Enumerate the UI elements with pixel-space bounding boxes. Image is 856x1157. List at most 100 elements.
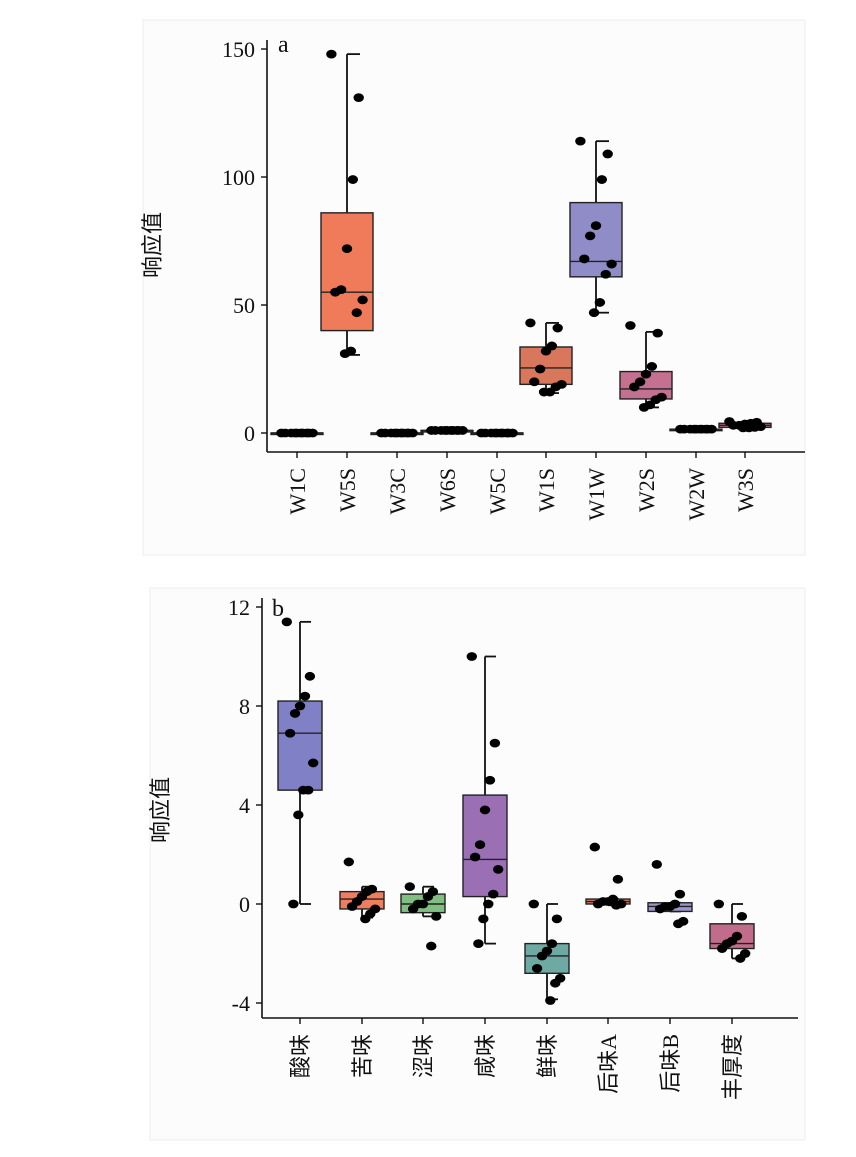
box-酸味 bbox=[277, 617, 323, 909]
y-axis-label: 响应值 bbox=[148, 777, 173, 843]
data-point bbox=[584, 231, 596, 241]
x-tick-label: 后味A bbox=[596, 1034, 621, 1094]
data-point bbox=[308, 758, 319, 768]
data-point bbox=[407, 904, 419, 914]
data-point bbox=[674, 889, 686, 899]
data-point bbox=[713, 899, 724, 909]
box-W1C bbox=[270, 428, 324, 438]
data-point bbox=[430, 426, 441, 435]
data-point bbox=[536, 951, 548, 961]
data-point bbox=[612, 874, 624, 884]
x-tick-label: 酸味 bbox=[288, 1034, 313, 1078]
data-point bbox=[737, 423, 749, 433]
data-point bbox=[478, 914, 489, 924]
y-tick-label: 0 bbox=[239, 892, 250, 917]
data-point bbox=[625, 321, 636, 330]
data-point bbox=[488, 889, 499, 899]
data-point bbox=[293, 810, 304, 820]
data-point bbox=[638, 403, 650, 412]
data-point bbox=[716, 944, 728, 953]
box-W5S bbox=[320, 49, 374, 359]
box-W3C bbox=[370, 428, 424, 438]
data-point bbox=[389, 428, 401, 438]
data-point bbox=[357, 295, 368, 305]
x-tick-label: W2W bbox=[684, 468, 709, 521]
x-tick-label: W5S bbox=[335, 468, 360, 512]
data-point bbox=[304, 671, 316, 681]
y-tick-label: 12 bbox=[228, 595, 250, 620]
data-point bbox=[646, 362, 658, 371]
data-point bbox=[480, 428, 491, 438]
x-tick-label: 咸味 bbox=[473, 1034, 498, 1078]
data-point bbox=[288, 899, 299, 909]
y-tick-label: 4 bbox=[239, 793, 250, 818]
x-tick-label: W5C bbox=[485, 468, 510, 514]
panel-label: a bbox=[278, 32, 289, 58]
data-point bbox=[594, 298, 606, 307]
y-tick-label: 8 bbox=[239, 694, 250, 719]
x-tick-label: 鲜味 bbox=[535, 1034, 560, 1078]
panel-a: a 0 50 100 150 响应值 W1C W5S W3C W6S W5C W1S W1W W2S W2W… bbox=[140, 19, 806, 556]
box-后味B bbox=[647, 860, 693, 929]
data-point bbox=[651, 860, 662, 869]
x-tick-label: W6S bbox=[435, 468, 460, 512]
box-W1W bbox=[569, 136, 623, 318]
x-tick-label: W2S bbox=[634, 468, 659, 512]
x-tick-label: 后味B bbox=[658, 1034, 683, 1093]
data-point bbox=[483, 899, 494, 909]
data-point bbox=[339, 349, 351, 359]
y-tick-label: 50 bbox=[233, 293, 255, 318]
data-point bbox=[588, 308, 600, 318]
x-tick-label: W1W bbox=[584, 468, 609, 521]
data-point bbox=[688, 424, 700, 434]
x-tick-label: W3C bbox=[385, 468, 410, 514]
data-point bbox=[380, 428, 391, 438]
data-point bbox=[426, 941, 437, 951]
box-W6S bbox=[420, 426, 474, 435]
box-丰厚度 bbox=[709, 899, 755, 963]
box-iqr bbox=[277, 700, 323, 791]
data-point bbox=[652, 328, 663, 338]
data-point bbox=[592, 899, 604, 909]
data-point bbox=[343, 857, 354, 867]
data-point bbox=[466, 652, 477, 661]
panel-label: b bbox=[272, 596, 284, 622]
data-point bbox=[529, 377, 540, 387]
data-point bbox=[640, 369, 652, 379]
y-tick-label: -4 bbox=[232, 991, 250, 1016]
data-point bbox=[281, 617, 292, 627]
data-point bbox=[525, 318, 536, 328]
x-tick-label: 丰厚度 bbox=[720, 1034, 745, 1100]
data-point bbox=[474, 840, 486, 849]
data-point bbox=[422, 892, 434, 901]
x-tick-label: W1S bbox=[534, 468, 559, 512]
data-point bbox=[493, 864, 504, 874]
y-tick-label: 100 bbox=[222, 165, 255, 190]
box-W1S bbox=[519, 318, 573, 397]
data-point bbox=[545, 996, 556, 1005]
data-point bbox=[347, 175, 359, 184]
data-point bbox=[654, 904, 666, 914]
data-point bbox=[531, 963, 543, 973]
data-point bbox=[540, 346, 552, 356]
data-point bbox=[600, 269, 611, 279]
data-point bbox=[728, 420, 739, 430]
data-point bbox=[736, 911, 748, 921]
x-tick-label: W1C bbox=[285, 468, 310, 514]
data-point bbox=[330, 287, 341, 297]
data-point bbox=[538, 387, 550, 397]
data-point bbox=[431, 911, 442, 921]
data-point bbox=[484, 775, 496, 785]
y-tick-label: 150 bbox=[222, 37, 255, 62]
data-point bbox=[629, 382, 640, 392]
data-point bbox=[294, 701, 306, 711]
y-axis-label: 响应值 bbox=[140, 212, 165, 278]
data-point bbox=[404, 882, 415, 892]
panel-background bbox=[142, 19, 806, 556]
data-point bbox=[289, 428, 301, 438]
data-point bbox=[735, 954, 746, 963]
box-咸味 bbox=[462, 652, 508, 948]
data-point bbox=[590, 221, 602, 231]
box-iqr bbox=[320, 212, 374, 332]
